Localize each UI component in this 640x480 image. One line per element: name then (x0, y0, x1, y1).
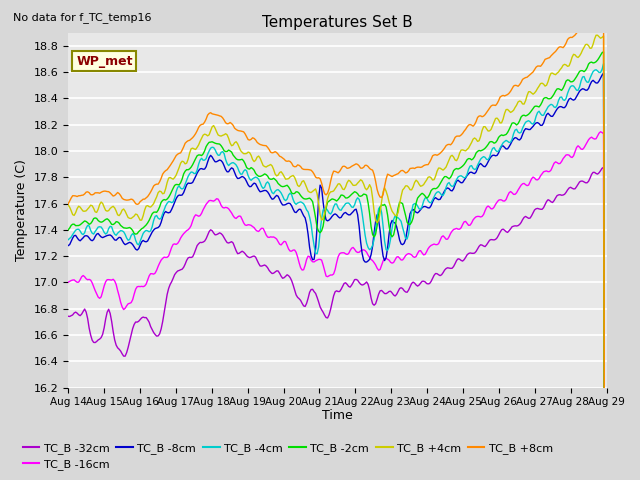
TC_B +8cm (573, 30, 580, 36)
TC_B -4cm (600, 60, 607, 66)
TC_B -32cm (600, 165, 607, 170)
TC_B +8cm (600, 6, 607, 12)
TC_B -8cm (252, 181, 259, 187)
TC_B -32cm (300, 303, 307, 309)
Line: TC_B +4cm: TC_B +4cm (68, 35, 607, 480)
Text: WP_met: WP_met (76, 55, 132, 68)
TC_B +4cm (131, 213, 138, 219)
TC_B -32cm (225, 240, 232, 246)
TC_B +4cm (300, 178, 307, 183)
Y-axis label: Temperature (C): Temperature (C) (15, 159, 28, 261)
Text: No data for f_TC_temp16: No data for f_TC_temp16 (13, 12, 151, 23)
TC_B -2cm (300, 196, 307, 202)
TC_B +8cm (300, 167, 307, 172)
TC_B -8cm (243, 179, 250, 184)
TC_B +8cm (225, 120, 232, 126)
TC_B -8cm (300, 213, 307, 218)
TC_B +4cm (594, 32, 602, 38)
Line: TC_B -16cm: TC_B -16cm (68, 132, 607, 480)
TC_B -32cm (573, 184, 580, 190)
TC_B -16cm (64, 279, 72, 285)
TC_B -4cm (131, 232, 138, 238)
TC_B -4cm (225, 163, 232, 168)
TC_B -16cm (573, 144, 580, 150)
TC_B -32cm (131, 322, 138, 327)
TC_B +8cm (243, 134, 250, 140)
TC_B -4cm (252, 174, 259, 180)
TC_B -4cm (573, 87, 580, 93)
TC_B -32cm (252, 254, 259, 260)
X-axis label: Time: Time (322, 409, 353, 422)
Line: TC_B +8cm: TC_B +8cm (68, 9, 607, 480)
TC_B -32cm (64, 313, 72, 319)
TC_B +4cm (225, 135, 232, 141)
TC_B -8cm (573, 94, 580, 99)
TC_B -2cm (225, 147, 232, 153)
TC_B -2cm (131, 230, 138, 236)
TC_B +4cm (573, 54, 580, 60)
TC_B -32cm (243, 253, 250, 259)
TC_B -16cm (252, 227, 259, 233)
Line: TC_B -32cm: TC_B -32cm (68, 168, 607, 480)
TC_B +4cm (243, 151, 250, 156)
TC_B -2cm (243, 165, 250, 170)
TC_B -16cm (131, 291, 138, 297)
TC_B -2cm (600, 49, 607, 55)
TC_B -4cm (64, 237, 72, 242)
TC_B +8cm (64, 201, 72, 206)
Line: TC_B -4cm: TC_B -4cm (68, 63, 607, 480)
TC_B +8cm (252, 137, 259, 143)
TC_B -2cm (252, 170, 259, 176)
TC_B -16cm (225, 206, 232, 212)
TC_B -8cm (600, 70, 607, 76)
TC_B -16cm (300, 267, 307, 273)
TC_B +4cm (252, 157, 259, 163)
TC_B +8cm (131, 198, 138, 204)
TC_B -8cm (131, 244, 138, 250)
TC_B +4cm (64, 202, 72, 208)
TC_B -16cm (596, 129, 604, 134)
TC_B -8cm (64, 243, 72, 249)
Title: Temperatures Set B: Temperatures Set B (262, 15, 413, 30)
Line: TC_B -2cm: TC_B -2cm (68, 52, 607, 480)
TC_B -8cm (225, 169, 232, 175)
TC_B -2cm (64, 227, 72, 233)
TC_B -16cm (243, 223, 250, 228)
TC_B -2cm (573, 74, 580, 80)
Line: TC_B -8cm: TC_B -8cm (68, 73, 607, 480)
Legend: TC_B -32cm, TC_B -16cm, TC_B -8cm, TC_B -4cm, TC_B -2cm, TC_B +4cm, TC_B +8cm: TC_B -32cm, TC_B -16cm, TC_B -8cm, TC_B … (19, 438, 557, 474)
TC_B -4cm (243, 168, 250, 174)
TC_B -4cm (300, 201, 307, 207)
